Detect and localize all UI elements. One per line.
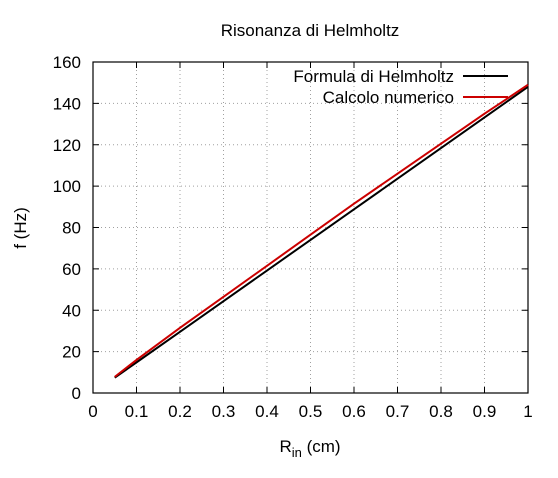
y-tick-label: 0 bbox=[72, 384, 81, 403]
x-tick-label: 0.5 bbox=[299, 402, 323, 421]
series-line-2 bbox=[114, 83, 529, 378]
series-line-1 bbox=[114, 86, 529, 379]
x-axis-label: Rin (cm) bbox=[279, 437, 340, 460]
y-tick-label: 60 bbox=[62, 260, 81, 279]
x-tick-label: 0.6 bbox=[342, 402, 366, 421]
y-tick-label: 160 bbox=[53, 53, 81, 72]
y-tick-label: 80 bbox=[62, 219, 81, 238]
x-tick-label: 0.2 bbox=[168, 402, 192, 421]
chart-title: Risonanza di Helmholtz bbox=[221, 21, 400, 40]
y-axis-label: f (Hz) bbox=[11, 207, 30, 249]
y-tick-label: 120 bbox=[53, 136, 81, 155]
axis-ticks: 0 0.1 0.2 0.3 0.4 0.5 0.6 0.7 0.8 0.9 1 0 20 40 60 80 10… bbox=[53, 53, 533, 421]
x-tick-label: 0.3 bbox=[212, 402, 236, 421]
x-tick-label: 0.8 bbox=[429, 402, 453, 421]
y-tick-label: 100 bbox=[53, 177, 81, 196]
legend-label-series-2: Calcolo numerico bbox=[323, 88, 454, 107]
x-tick-label: 0 bbox=[88, 402, 97, 421]
series-lines bbox=[114, 83, 529, 379]
y-tick-label: 40 bbox=[62, 301, 81, 320]
y-tick-label: 20 bbox=[62, 343, 81, 362]
x-tick-label: 1 bbox=[523, 402, 532, 421]
x-tick-label: 0.4 bbox=[255, 402, 279, 421]
x-tick-label: 0.1 bbox=[125, 402, 149, 421]
grid bbox=[93, 62, 528, 393]
x-tick-label: 0.9 bbox=[473, 402, 497, 421]
legend-label-series-1: Formula di Helmholtz bbox=[293, 67, 454, 86]
y-tick-label: 140 bbox=[53, 94, 81, 113]
legend: Formula di Helmholtz Calcolo numerico bbox=[293, 67, 508, 107]
x-tick-label: 0.7 bbox=[386, 402, 410, 421]
